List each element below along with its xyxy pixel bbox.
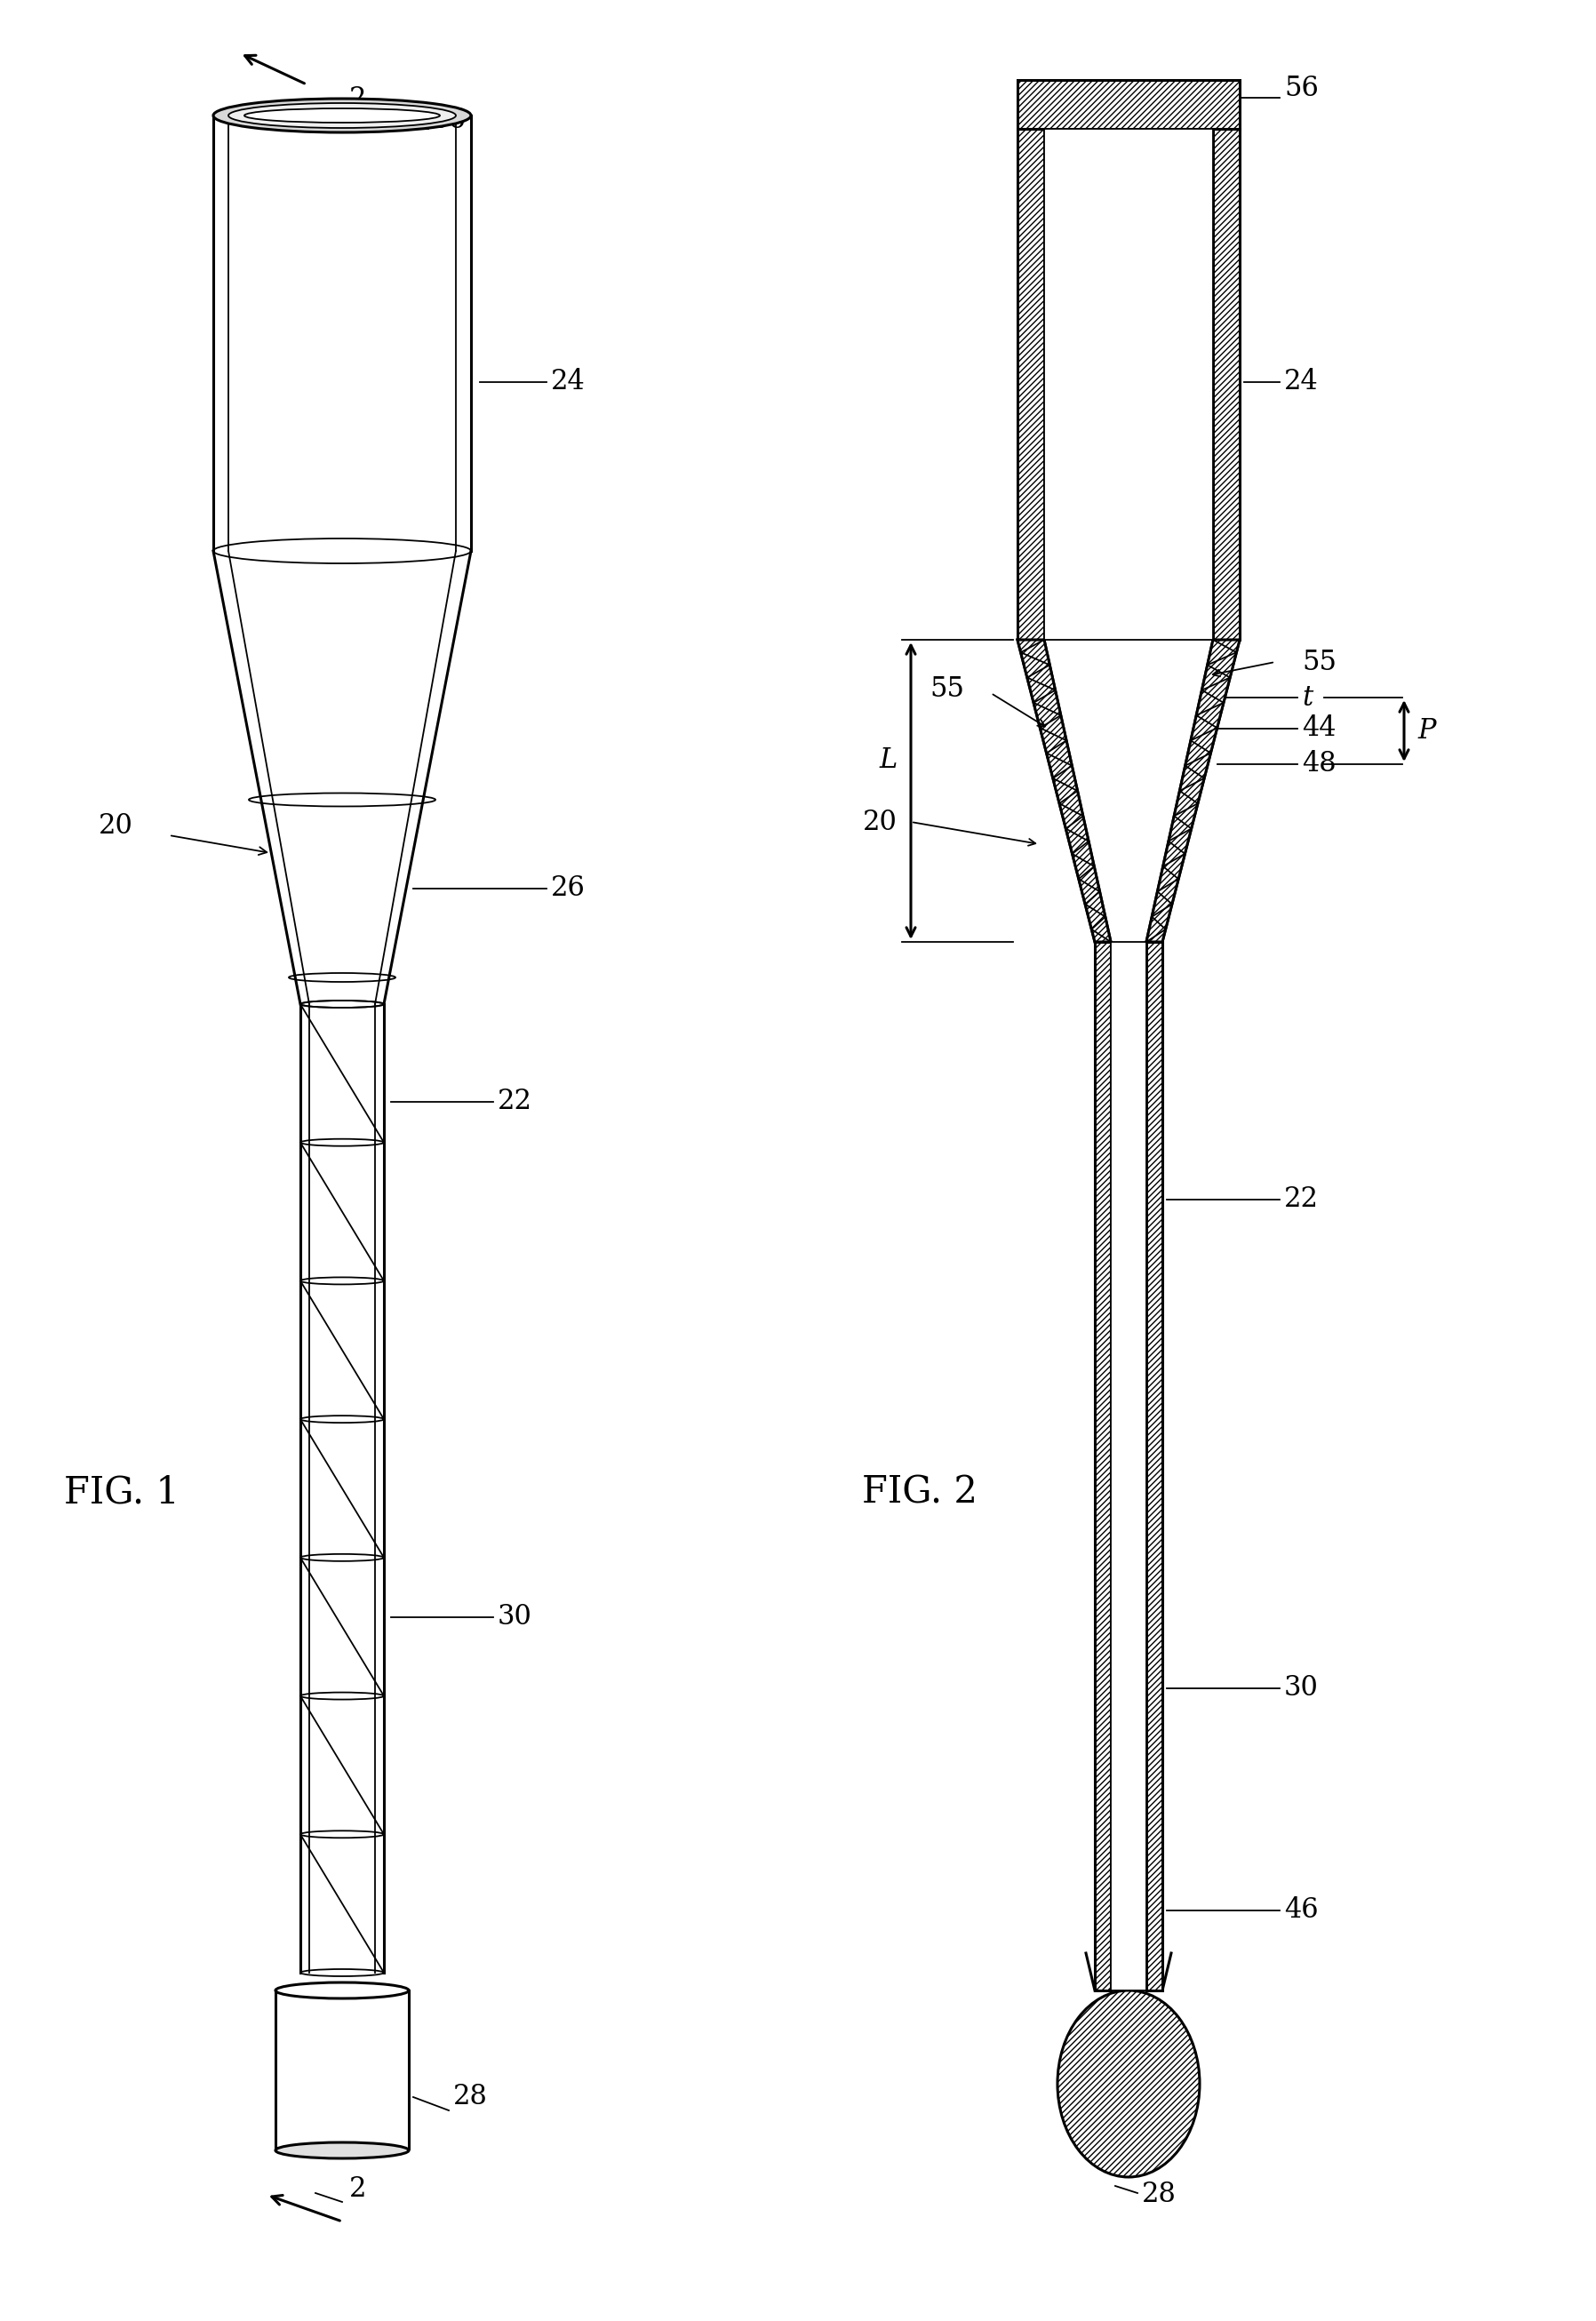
Text: 55: 55	[929, 675, 964, 703]
Text: 24: 24	[551, 369, 586, 397]
Bar	[1018, 130, 1044, 641]
Ellipse shape	[214, 97, 471, 132]
Bar	[1146, 942, 1162, 1991]
Bar	[1044, 130, 1213, 641]
Text: 22: 22	[1285, 1186, 1318, 1214]
Bar	[1018, 79, 1240, 130]
Bar	[1018, 79, 1240, 130]
Bar	[1213, 130, 1240, 641]
Bar	[1095, 942, 1111, 1991]
Text: t: t	[1302, 685, 1314, 710]
Text: 22: 22	[498, 1089, 533, 1116]
Text: 55: 55	[1302, 648, 1336, 675]
Text: 56: 56	[431, 107, 466, 135]
Text: 2: 2	[350, 86, 367, 114]
Bar	[1095, 942, 1111, 1991]
Bar	[1213, 130, 1240, 641]
Text: FIG. 1: FIG. 1	[64, 1474, 179, 1511]
Text: FIG. 2: FIG. 2	[862, 1474, 977, 1511]
Text: 28: 28	[1141, 2182, 1176, 2210]
Text: 28: 28	[453, 2084, 488, 2110]
Polygon shape	[1018, 641, 1111, 942]
Text: 30: 30	[1285, 1673, 1318, 1701]
Bar	[1018, 130, 1044, 641]
Text: 20: 20	[99, 812, 134, 840]
Ellipse shape	[1058, 1991, 1200, 2177]
Bar	[1111, 942, 1146, 1991]
Text: P: P	[1417, 717, 1435, 745]
Text: 56: 56	[1285, 74, 1318, 102]
Bar	[1146, 942, 1162, 1991]
Ellipse shape	[228, 102, 456, 128]
Polygon shape	[1146, 641, 1240, 942]
Text: 46: 46	[1285, 1896, 1318, 1924]
Text: 44: 44	[1302, 715, 1336, 743]
Text: 30: 30	[498, 1604, 531, 1632]
Text: 26: 26	[551, 875, 586, 903]
Text: 48: 48	[1302, 750, 1336, 778]
Text: 24: 24	[1285, 369, 1318, 397]
Text: 2: 2	[350, 2175, 367, 2203]
Ellipse shape	[276, 2142, 409, 2159]
Text: 20: 20	[863, 808, 897, 836]
Text: L: L	[879, 745, 897, 773]
Ellipse shape	[244, 109, 440, 123]
